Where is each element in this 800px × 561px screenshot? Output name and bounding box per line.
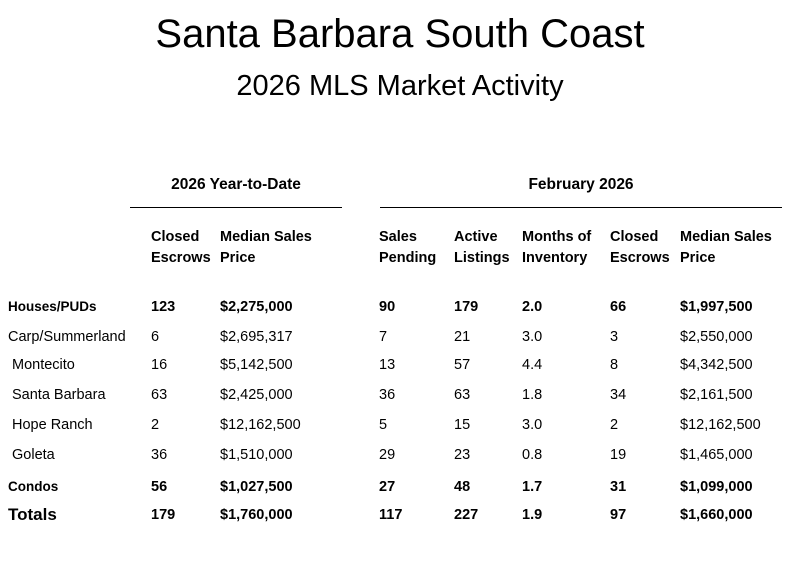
cell-active-listings: 48: [454, 479, 471, 495]
cell-active-listings: 63: [454, 387, 471, 403]
row-label: Totals: [8, 505, 57, 524]
cell-sales-pending: 36: [379, 387, 396, 403]
column-header-ytd-median-price: Median Sales Price: [220, 227, 312, 269]
column-header-sales-pending: Sales Pending: [379, 227, 436, 269]
cell-ytd-closed-escrows: 63: [151, 387, 168, 403]
column-header-closed-escrows: Closed Escrows: [610, 227, 670, 269]
cell-ytd-median-price: $1,510,000: [220, 447, 293, 463]
cell-ytd-median-price: $2,275,000: [220, 299, 293, 315]
cell-months-inventory: 1.8: [522, 387, 543, 403]
cell-closed-escrows: 34: [610, 387, 627, 403]
cell-months-inventory: 1.9: [522, 507, 543, 523]
row-label: Montecito: [12, 357, 75, 373]
row-label: Hope Ranch: [12, 417, 93, 433]
cell-ytd-median-price: $12,162,500: [220, 417, 301, 433]
cell-sales-pending: 7: [379, 329, 388, 345]
cell-closed-escrows: 8: [610, 357, 619, 373]
cell-ytd-closed-escrows: 56: [151, 479, 168, 495]
cell-active-listings: 179: [454, 299, 479, 315]
cell-months-inventory: 4.4: [522, 357, 543, 373]
row-label: Condos: [8, 479, 59, 494]
cell-sales-pending: 5: [379, 417, 388, 433]
cell-ytd-median-price: $1,027,500: [220, 479, 293, 495]
cell-ytd-closed-escrows: 36: [151, 447, 168, 463]
column-header-line: Sales: [379, 229, 417, 245]
cell-active-listings: 15: [454, 417, 471, 433]
cell-sales-pending: 117: [379, 507, 403, 523]
cell-closed-escrows: 3: [610, 329, 619, 345]
section-header-month: February 2026: [528, 176, 634, 193]
column-header-line: Price: [680, 250, 716, 266]
cell-active-listings: 227: [454, 507, 479, 523]
column-header-line: Pending: [379, 250, 437, 266]
cell-ytd-closed-escrows: 123: [151, 299, 176, 315]
section-divider-ytd: [130, 207, 342, 208]
row-label: Santa Barbara: [12, 387, 106, 403]
cell-ytd-closed-escrows: 179: [151, 507, 176, 523]
cell-closed-escrows: 2: [610, 417, 619, 433]
cell-ytd-closed-escrows: 16: [151, 357, 168, 373]
cell-ytd-median-price: $2,695,317: [220, 329, 293, 345]
cell-median-price: $2,550,000: [680, 329, 753, 345]
cell-ytd-median-price: $1,760,000: [220, 507, 293, 523]
column-header-median-price: Median Sales Price: [680, 227, 772, 269]
column-header-line: Closed: [151, 229, 200, 245]
cell-months-inventory: 2.0: [522, 299, 543, 315]
column-header-line: Median Sales: [220, 229, 312, 245]
column-header-active-listings: Active Listings: [454, 227, 510, 269]
column-header-line: Months of: [522, 229, 592, 245]
column-header-line: Median Sales: [680, 229, 772, 245]
column-header-months-inventory: Months of Inventory: [522, 227, 591, 269]
column-header-line: Escrows: [151, 250, 211, 266]
page-subtitle: 2026 MLS Market Activity: [236, 70, 564, 102]
cell-closed-escrows: 19: [610, 447, 627, 463]
cell-median-price: $12,162,500: [680, 417, 761, 433]
cell-active-listings: 23: [454, 447, 471, 463]
cell-closed-escrows: 66: [610, 299, 627, 315]
column-header-line: Active: [454, 229, 498, 245]
page-title: Santa Barbara South Coast: [155, 12, 645, 56]
cell-ytd-closed-escrows: 2: [151, 417, 160, 433]
cell-active-listings: 57: [454, 357, 471, 373]
cell-months-inventory: 1.7: [522, 479, 543, 495]
column-header-line: Closed: [610, 229, 659, 245]
cell-sales-pending: 90: [379, 299, 396, 315]
cell-median-price: $2,161,500: [680, 387, 753, 403]
cell-months-inventory: 3.0: [522, 329, 543, 345]
cell-median-price: $1,099,000: [680, 479, 753, 495]
cell-months-inventory: 3.0: [522, 417, 543, 433]
cell-sales-pending: 13: [379, 357, 396, 373]
column-header-line: Inventory: [522, 250, 588, 266]
column-header-line: Price: [220, 250, 256, 266]
cell-active-listings: 21: [454, 329, 471, 345]
cell-sales-pending: 27: [379, 479, 396, 495]
column-header-ytd-closed-escrows: Closed Escrows: [151, 227, 211, 269]
cell-median-price: $1,660,000: [680, 507, 753, 523]
cell-median-price: $4,342,500: [680, 357, 753, 373]
section-divider-month: [380, 207, 782, 208]
cell-closed-escrows: 97: [610, 507, 627, 523]
cell-ytd-closed-escrows: 6: [151, 329, 160, 345]
cell-median-price: $1,465,000: [680, 447, 753, 463]
row-label: Goleta: [12, 447, 55, 463]
cell-sales-pending: 29: [379, 447, 396, 463]
cell-ytd-median-price: $2,425,000: [220, 387, 293, 403]
cell-months-inventory: 0.8: [522, 447, 543, 463]
section-header-ytd: 2026 Year-to-Date: [171, 176, 301, 193]
cell-ytd-median-price: $5,142,500: [220, 357, 293, 373]
column-header-line: Listings: [454, 250, 510, 266]
cell-median-price: $1,997,500: [680, 299, 753, 315]
column-header-line: Escrows: [610, 250, 670, 266]
cell-closed-escrows: 31: [610, 479, 627, 495]
row-label: Carp/Summerland: [8, 329, 126, 345]
row-label: Houses/PUDs: [8, 299, 97, 314]
